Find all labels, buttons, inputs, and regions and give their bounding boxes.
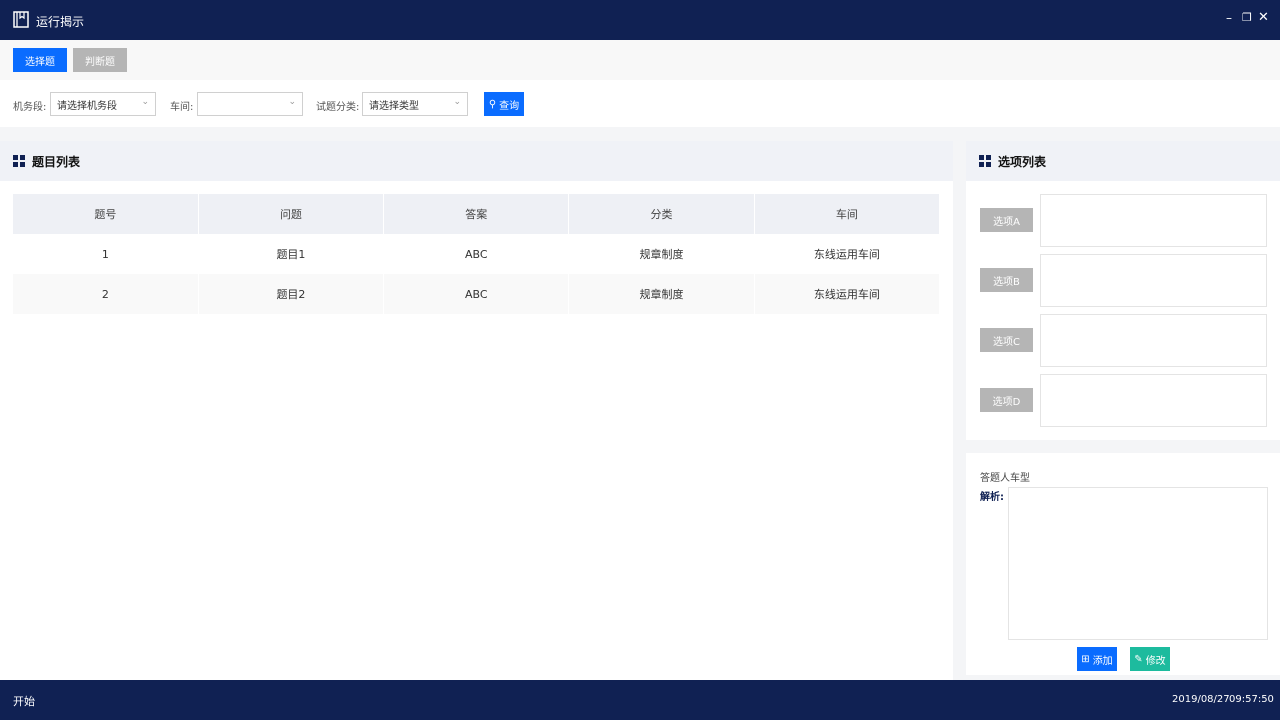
plus-square-icon: ⊞ — [1081, 653, 1090, 665]
query-button[interactable]: ⚲ 查询 — [484, 92, 524, 116]
option-input[interactable] — [1040, 374, 1267, 427]
chevron-down-icon: ⌄ — [453, 97, 461, 107]
edit-icon: ✎ — [1134, 653, 1143, 665]
start-button[interactable]: 开始 — [13, 695, 35, 708]
grid-icon — [979, 155, 991, 167]
column-header: 分类 — [568, 194, 755, 234]
option-label: 选项A — [980, 208, 1033, 232]
table-cell: 规章制度 — [568, 274, 755, 314]
taskbar: 开始 2019/08/27 09:57:50 — [0, 680, 1280, 720]
restore-icon[interactable]: ❐ — [1242, 11, 1252, 24]
vehicle-type-label: 答题人车型 — [980, 473, 1030, 484]
table-cell: 规章制度 — [568, 234, 755, 274]
tab-multiple-choice[interactable]: 选择题 — [13, 48, 67, 72]
question-table: 题号 问题 答案 分类 车间 1 题目1 ABC 规章制度 东线运用车间 2 题目2 ABC 规章制度东… — [13, 194, 941, 314]
time: 09:57:50 — [1229, 694, 1274, 705]
table-cell: 东线运用车间 — [754, 234, 941, 274]
column-header: 题号 — [13, 194, 199, 234]
search-icon: ⚲ — [488, 98, 497, 110]
table-cell: 题目1 — [198, 234, 385, 274]
depot-label: 机务段: — [13, 102, 47, 113]
column-header: 答案 — [383, 194, 570, 234]
question-list-header: 题目列表 — [0, 141, 953, 181]
option-label: 选项B — [980, 268, 1033, 292]
table-row[interactable]: 2 题目2 ABC 规章制度 东线运用车间 — [13, 274, 941, 314]
edit-label: 修改 — [1145, 655, 1166, 667]
option-label: 选项D — [980, 388, 1033, 412]
question-type-tabs: 选择题 判断题 — [0, 40, 1280, 80]
add-label: 添加 — [1092, 655, 1113, 667]
table-row[interactable]: 1 题目1 ABC 规章制度 东线运用车间 — [13, 234, 941, 274]
options-header: 选项列表 — [966, 141, 1280, 181]
date: 2019/08/27 — [1172, 694, 1230, 705]
chevron-down-icon: ⌄ — [288, 97, 296, 107]
chevron-down-icon: ⌄ — [141, 97, 149, 107]
window-title: 运行揭示 — [36, 15, 85, 29]
tab-true-false[interactable]: 判断题 — [73, 48, 127, 72]
add-button[interactable]: ⊞ 添加 — [1077, 647, 1117, 671]
title-bar: 运行揭示 – ❐ ✕ — [0, 0, 1280, 40]
depot-select[interactable]: 请选择机务段 ⌄ — [50, 92, 156, 116]
option-input[interactable] — [1040, 194, 1267, 247]
option-label: 选项C — [980, 328, 1033, 352]
column-header: 车间 — [754, 194, 941, 234]
category-select[interactable]: 请选择类型 ⌄ — [362, 92, 468, 116]
options-panel: 选项列表 选项A 选项B 选项C 选项D — [966, 141, 1280, 440]
table-cell: ABC — [383, 274, 570, 314]
panel-title: 题目列表 — [32, 154, 81, 169]
table-cell: ABC — [383, 234, 570, 274]
analysis-label: 解析: — [980, 492, 1004, 503]
depot-value: 请选择机务段 — [57, 100, 117, 112]
detail-panel: 答题人车型 解析: ⊞ 添加 ✎ 修改 — [966, 453, 1280, 675]
table-cell: 东线运用车间 — [754, 274, 941, 314]
panel-title: 选项列表 — [998, 154, 1047, 169]
query-label: 查询 — [499, 100, 520, 112]
category-value: 请选择类型 — [369, 100, 419, 112]
grid-icon — [13, 155, 25, 167]
edit-button[interactable]: ✎ 修改 — [1130, 647, 1170, 671]
analysis-textarea[interactable] — [1008, 487, 1268, 640]
option-input[interactable] — [1040, 254, 1267, 307]
filter-bar: 机务段: 请选择机务段 ⌄ 车间: ⌄ 试题分类: 请选择类型 ⌄ ⚲ 查询 — [0, 80, 1280, 127]
option-input[interactable] — [1040, 314, 1267, 367]
close-icon[interactable]: ✕ — [1258, 10, 1269, 25]
book-icon — [13, 11, 29, 28]
minimize-icon[interactable]: – — [1226, 11, 1232, 25]
workshop-label: 车间: — [170, 102, 194, 113]
question-list-panel: 题目列表 题号 问题 答案 分类 车间 1 题目1 ABC 规章制度 东线运用车间 2 题目2 ABC… — [0, 141, 953, 680]
category-label: 试题分类: — [316, 102, 360, 113]
workshop-select[interactable]: ⌄ — [197, 92, 303, 116]
table-cell: 2 — [13, 274, 199, 314]
table-cell: 题目2 — [198, 274, 385, 314]
table-cell: 1 — [13, 234, 199, 274]
column-header: 问题 — [198, 194, 385, 234]
